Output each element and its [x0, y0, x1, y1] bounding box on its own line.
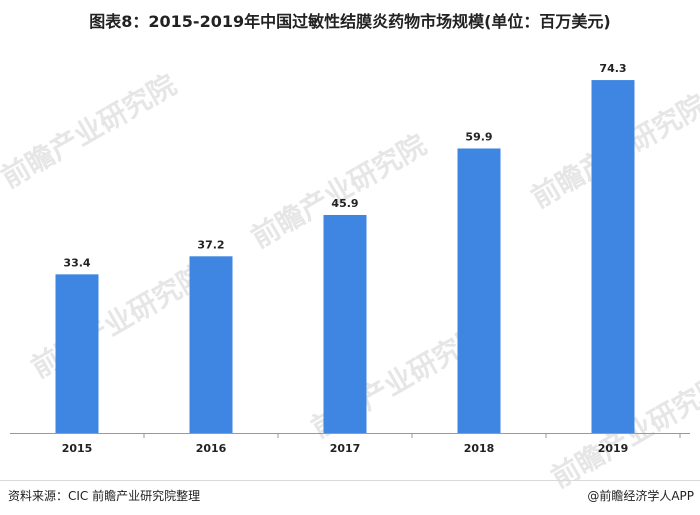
data-label-2018: 59.9	[465, 130, 492, 143]
bar-2016	[189, 256, 233, 433]
data-label-2015: 33.4	[63, 256, 90, 269]
bar-2018	[457, 148, 501, 433]
x-tick-label-2015: 2015	[62, 442, 93, 455]
data-label-2016: 37.2	[197, 238, 224, 251]
bar-2017	[323, 214, 367, 433]
chart-title: 图表8：2015-2019年中国过敏性结膜炎药物市场规模(单位：百万美元)	[89, 12, 611, 31]
x-tick-label-2019: 2019	[598, 442, 629, 455]
data-label-2019: 74.3	[599, 62, 626, 75]
x-tick-labels: 2015 2016 2017 2018 2019	[62, 433, 681, 455]
x-tick-label-2016: 2016	[196, 442, 227, 455]
x-tick-label-2017: 2017	[330, 442, 361, 455]
x-tick-label-2018: 2018	[464, 442, 495, 455]
source-note: 资料来源：CIC 前瞻产业研究院整理	[8, 489, 201, 503]
bar-2019	[591, 80, 635, 433]
data-label-2017: 45.9	[331, 197, 358, 210]
brand-credit: @前瞻经济学人APP	[587, 489, 694, 503]
data-labels: 33.4 37.2 45.9 59.9 74.3	[63, 62, 626, 269]
footer-divider	[0, 480, 700, 481]
bars-group	[55, 80, 635, 433]
bar-chart: 2015 2016 2017 2018 2019 33.4 37.2 45.9 59.9 74.…	[10, 62, 690, 455]
bar-2015	[55, 274, 99, 433]
